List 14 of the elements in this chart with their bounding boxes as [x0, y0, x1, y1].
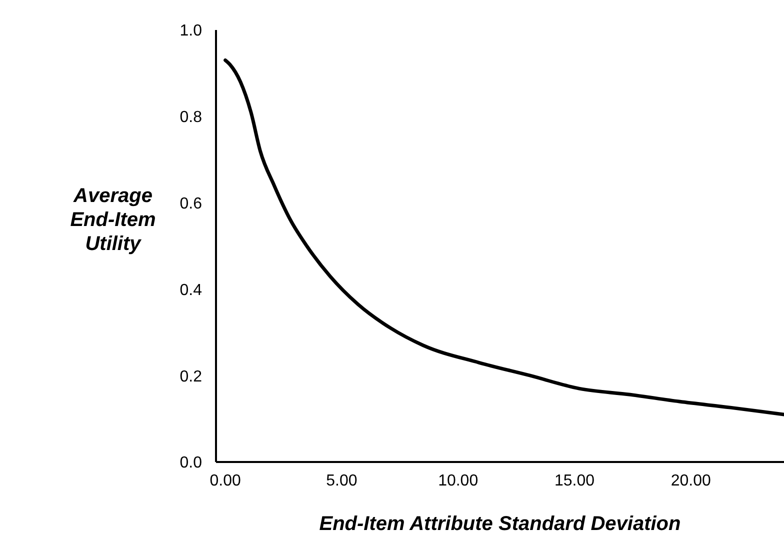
x-axis-title: End-Item Attribute Standard Deviation: [319, 513, 681, 535]
y-tick-label: 1.0: [180, 22, 202, 40]
x-tick-label: 20.00: [670, 472, 711, 490]
y-tick-label: 0.4: [180, 282, 202, 299]
y-axis-title: Average End-Item Utility: [70, 185, 156, 255]
y-tick-label: 0.0: [180, 454, 202, 472]
y-tick-label: 0.2: [180, 368, 202, 386]
x-tick-label: 15.00: [554, 472, 595, 490]
x-tick-label: 0.00: [210, 472, 241, 490]
x-tick-label: 10.00: [438, 472, 478, 490]
y-tick-label: 0.8: [180, 109, 202, 126]
x-tick-label: 5.00: [326, 472, 358, 490]
y-tick-label: 0.6: [180, 195, 202, 212]
line-series: [224, 58, 784, 416]
